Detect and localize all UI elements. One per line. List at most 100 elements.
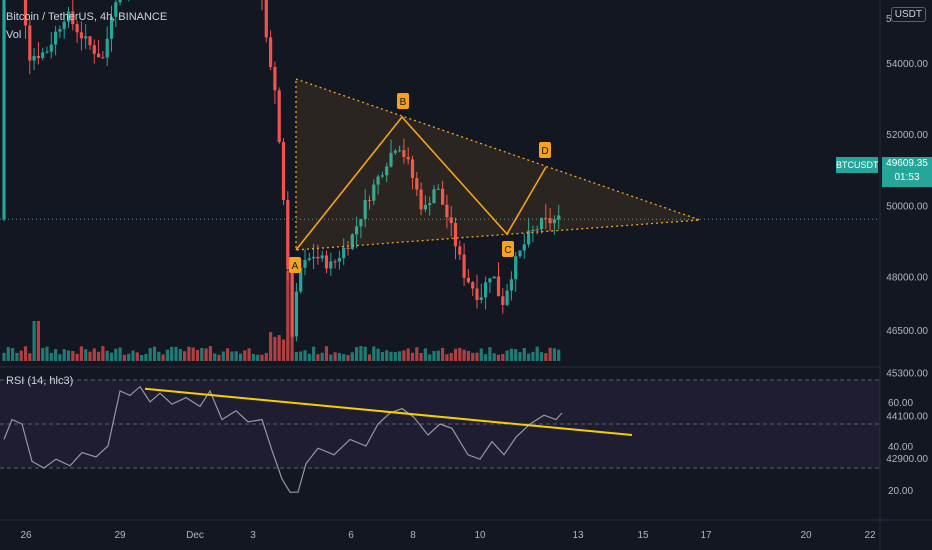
volume-bar (552, 348, 556, 361)
volume-bar (466, 350, 470, 361)
x-tick-label: 6 (348, 530, 354, 541)
volume-bar (269, 332, 273, 361)
candle-body (432, 189, 436, 204)
candle-body (428, 203, 432, 205)
volume-bar (501, 353, 505, 361)
price-tick-label: 52000.00 (886, 130, 928, 141)
volume-bar (402, 350, 406, 361)
currency-button[interactable]: USDT (890, 7, 926, 22)
volume-bar (299, 351, 303, 361)
volume-bar (324, 346, 329, 361)
volume-bar (105, 350, 109, 361)
candle-body (492, 276, 496, 279)
candle-body (281, 142, 286, 200)
volume-bar (144, 354, 148, 361)
candle-body (105, 38, 109, 58)
volume-bar (445, 354, 449, 361)
volume-bar (109, 352, 114, 361)
volume-bar (41, 348, 45, 361)
candle-body (346, 247, 350, 249)
volume-bar (140, 354, 144, 361)
candle-body (402, 150, 406, 157)
volume-bar (217, 354, 221, 361)
volume-bar (131, 350, 135, 361)
volume-bar (101, 346, 105, 361)
candle-body (475, 288, 479, 300)
volume-bar (337, 353, 341, 361)
x-tick-label: Dec (186, 530, 204, 541)
volume-bar (277, 335, 281, 361)
candle-body (273, 66, 277, 91)
volume-bar (359, 346, 363, 361)
volume-bar (376, 348, 380, 361)
price-tick-label: 48000.00 (886, 273, 928, 284)
symbol-badge: BTCUSDT (836, 157, 879, 173)
price-tick-label: 44100.00 (886, 411, 928, 422)
candle-body (415, 178, 419, 190)
candle-body (79, 32, 83, 39)
candle-body (445, 204, 449, 218)
candle-body (359, 219, 363, 227)
volume-bar (380, 352, 384, 361)
candle-body (342, 247, 346, 259)
candle-body (406, 156, 410, 160)
volume-bar (97, 351, 101, 361)
candle-body (539, 217, 544, 230)
candle-body (324, 255, 329, 269)
volume-bar (479, 348, 483, 361)
candle-body (23, 0, 28, 26)
pattern-point-label: C (504, 245, 511, 256)
volume-bar (58, 354, 62, 361)
volume-bar (509, 348, 513, 361)
volume-bar (436, 350, 440, 361)
volume-bar (471, 352, 475, 361)
candle-body (41, 52, 45, 59)
candle-body (294, 291, 298, 337)
volume-bar (303, 350, 307, 361)
candle-body (316, 256, 320, 259)
volume-bar (6, 347, 10, 361)
candle-body (62, 21, 66, 30)
volume-bar (195, 350, 200, 361)
volume-bar (19, 350, 23, 361)
candle-body (423, 204, 427, 210)
candle-body (88, 36, 92, 46)
candle-body (385, 166, 389, 176)
candle-body (49, 44, 53, 52)
candle-body (531, 229, 535, 231)
volume-bar (92, 348, 96, 361)
rsi-tick-label: 60.00 (888, 398, 913, 409)
candle-body (312, 256, 316, 259)
volume-bar (200, 347, 204, 361)
price-badge: 49609.35 01:53 (882, 157, 932, 187)
x-tick-label: 20 (800, 530, 812, 541)
volume-bar (342, 354, 346, 361)
volume-bar (410, 352, 415, 361)
volume-bar (453, 348, 458, 361)
volume-bar (531, 351, 535, 361)
rsi-tick-label: 40.00 (888, 442, 913, 453)
candle-body (277, 90, 281, 143)
volume-bar (174, 346, 178, 361)
volume-bar (290, 271, 294, 361)
volume-bar (191, 347, 195, 361)
triangle-pattern (295, 78, 701, 251)
candle-body (97, 53, 101, 58)
volume-bar (178, 348, 182, 361)
volume-bar (11, 347, 15, 361)
volume-bar (208, 346, 212, 361)
volume-bar (118, 347, 122, 361)
volume-bar (385, 350, 389, 361)
volume-bar (264, 352, 268, 361)
volume-bar (518, 352, 522, 361)
volume-bar (256, 354, 260, 361)
volume-bar (152, 346, 157, 361)
volume-bar (157, 351, 161, 361)
candle-body (101, 57, 105, 59)
volume-bar (484, 354, 488, 361)
volume-bar (226, 348, 230, 361)
pattern-point-marker (539, 142, 551, 158)
volume-bar (71, 351, 75, 361)
candle-body (466, 277, 470, 283)
